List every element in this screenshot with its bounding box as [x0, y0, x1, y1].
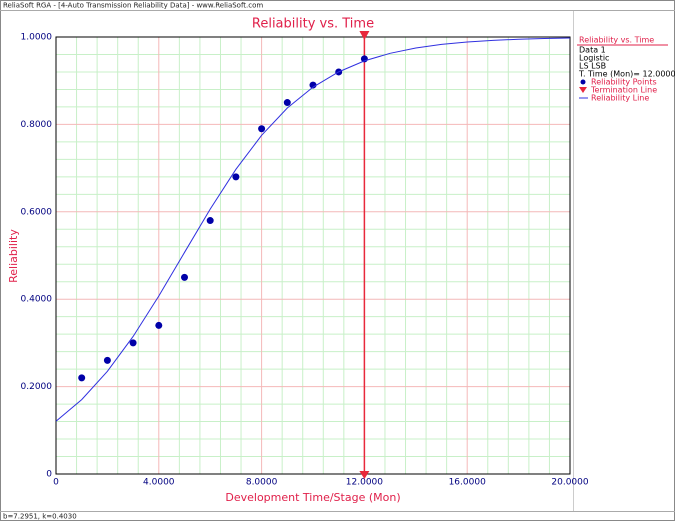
- reliability-point: [258, 125, 266, 133]
- y-axis-label: Reliability: [7, 229, 20, 283]
- window-title: ReliaSoft RGA - [4-Auto Transmission Rel…: [3, 2, 263, 10]
- x-tick-label: 12.0000: [346, 478, 383, 488]
- legend-info: Logistic: [579, 54, 609, 63]
- reliability-point: [232, 173, 240, 181]
- y-tick-label: 0.8000: [21, 120, 53, 130]
- reliability-point: [283, 99, 291, 107]
- legend-label: Reliability Points: [591, 78, 657, 87]
- x-tick-label: 0: [53, 478, 59, 488]
- chart-title: Reliability vs. Time: [252, 17, 374, 32]
- reliability-point: [309, 81, 317, 89]
- y-tick-label: 0.4000: [21, 295, 53, 305]
- legend-symbol: [579, 87, 587, 93]
- termination-marker: [359, 471, 370, 479]
- legend-label: Termination Line: [590, 86, 657, 95]
- legend-info: Data 1: [579, 46, 606, 55]
- y-tick-label: 0: [46, 470, 52, 480]
- reliability-line: [55, 37, 571, 422]
- legend-info: LS LSB: [579, 62, 606, 71]
- legend-label: Reliability Line: [591, 94, 649, 103]
- reliability-point: [206, 217, 214, 225]
- reliability-point: [103, 356, 111, 364]
- plot-frame: [55, 36, 571, 475]
- x-tick-label: 8.0000: [246, 478, 278, 488]
- reliability-point: [181, 273, 188, 281]
- footer-text: b=7.2951, k=0.4030: [3, 513, 77, 521]
- reliability-point: [78, 374, 86, 382]
- legend-title: Reliability vs. Time: [579, 36, 654, 45]
- x-axis-label: Development Time/Stage (Mon): [225, 491, 400, 504]
- legend-symbol: [580, 79, 586, 85]
- y-tick-label: 0.2000: [21, 382, 53, 392]
- y-tick-label: 1.0000: [21, 33, 53, 43]
- x-tick-label: 4.0000: [143, 478, 175, 488]
- x-tick-label: 20.0000: [551, 478, 588, 488]
- legend-info: T. Time (Mon)= 12.0000: [578, 70, 675, 79]
- reliability-point: [129, 339, 137, 347]
- reliability-point: [155, 321, 163, 329]
- x-tick-label: 16.0000: [449, 478, 486, 488]
- termination-marker: [359, 31, 370, 40]
- y-tick-label: 0.6000: [21, 207, 53, 217]
